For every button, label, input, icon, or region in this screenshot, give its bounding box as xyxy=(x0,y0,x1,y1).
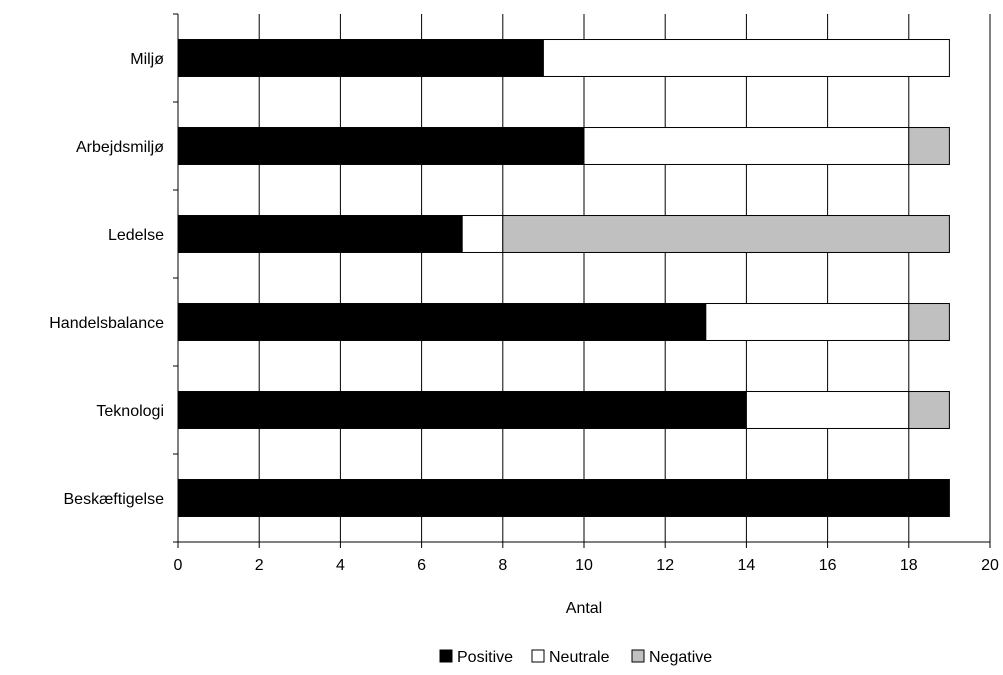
x-tick-label: 8 xyxy=(498,557,507,574)
x-tick-label: 14 xyxy=(738,557,756,574)
category-label: Miljø xyxy=(130,51,164,68)
bar-negative xyxy=(502,215,950,253)
x-tick-label: 20 xyxy=(981,557,999,574)
x-tick-label: 4 xyxy=(336,557,345,574)
bar-neutrale xyxy=(705,303,910,341)
legend-label-negative: Negative xyxy=(649,649,712,666)
grid-lines xyxy=(258,14,991,542)
bar-positive xyxy=(177,39,544,77)
bar-positive xyxy=(177,303,707,341)
bar-neutrale xyxy=(745,391,910,429)
x-tick-label: 2 xyxy=(255,557,264,574)
legend-label-neutrale: Neutrale xyxy=(549,649,610,666)
x-tick-label: 12 xyxy=(656,557,674,574)
legend-swatch-neutrale xyxy=(531,649,545,663)
category-label: Ledelse xyxy=(108,227,164,244)
bar-positive xyxy=(177,127,585,165)
bar-neutrale xyxy=(461,215,504,253)
category-label: Beskæftigelse xyxy=(64,491,165,508)
bars-group xyxy=(177,39,950,517)
bar-positive xyxy=(177,391,747,429)
legend-swatch-negative xyxy=(631,649,645,663)
category-label: Teknologi xyxy=(96,403,164,420)
bar-positive xyxy=(177,215,463,253)
x-tick-label: 6 xyxy=(417,557,426,574)
bar-positive xyxy=(177,479,950,517)
x-tick-label: 16 xyxy=(819,557,837,574)
x-tick-label: 18 xyxy=(900,557,918,574)
bar-negative xyxy=(908,303,950,341)
legend-swatch-positive xyxy=(439,649,453,663)
category-label: Arbejdsmiljø xyxy=(76,139,164,156)
legend: Positive Neutrale Negative xyxy=(439,649,712,666)
legend-label-positive: Positive xyxy=(457,649,513,666)
category-label: Handelsbalance xyxy=(49,315,164,332)
category-labels: Miljø Arbejdsmiljø Ledelse Handelsbalance Te… xyxy=(49,51,164,508)
x-axis-label: Antal xyxy=(566,600,602,617)
tick-labels: 0 2 4 6 8 10 12 14 16 18 20 xyxy=(174,557,999,574)
bar-neutrale xyxy=(542,39,950,77)
bar-neutrale xyxy=(583,127,910,165)
bar-negative xyxy=(908,127,950,165)
x-tick-label: 0 xyxy=(174,557,183,574)
axes xyxy=(173,13,991,548)
x-tick-label: 10 xyxy=(575,557,593,574)
bar-negative xyxy=(908,391,950,429)
